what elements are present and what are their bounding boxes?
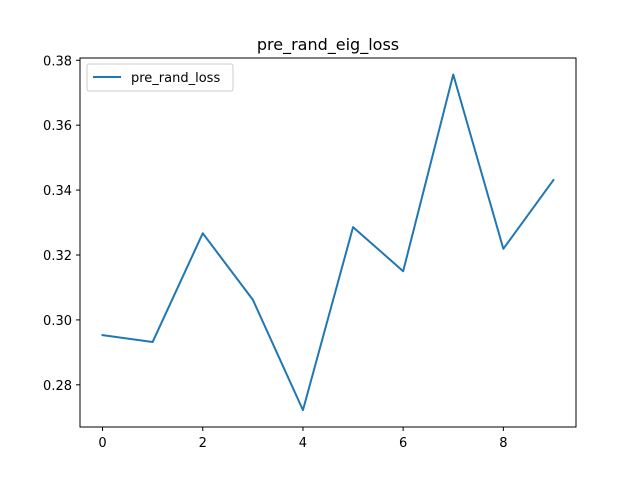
series-line — [101, 73, 555, 412]
y-tick-label: 0.38 — [43, 54, 72, 69]
y-tick-label: 0.28 — [43, 379, 72, 394]
y-tick-label: 0.32 — [43, 249, 72, 264]
x-tick-label: 4 — [299, 436, 307, 451]
legend: pre_rand_loss — [86, 63, 234, 92]
y-tick-label: 0.34 — [43, 184, 72, 199]
x-tick-label: 8 — [499, 436, 507, 451]
y-tick-label: 0.36 — [43, 119, 72, 134]
legend-series-label: pre_rand_loss — [131, 71, 220, 86]
plot-frame — [79, 57, 577, 428]
series-layer — [101, 73, 555, 412]
x-tick-label: 0 — [98, 436, 106, 451]
y-tick-label: 0.30 — [43, 314, 72, 329]
chart-title: pre_rand_eig_loss — [257, 35, 399, 55]
x-axis: 0 2 4 6 8 — [98, 427, 507, 451]
y-axis: 0.28 0.30 0.32 0.34 0.36 0.38 — [43, 54, 80, 394]
x-tick-label: 6 — [399, 436, 407, 451]
legend-box — [86, 63, 234, 92]
x-tick-label: 2 — [199, 436, 207, 451]
